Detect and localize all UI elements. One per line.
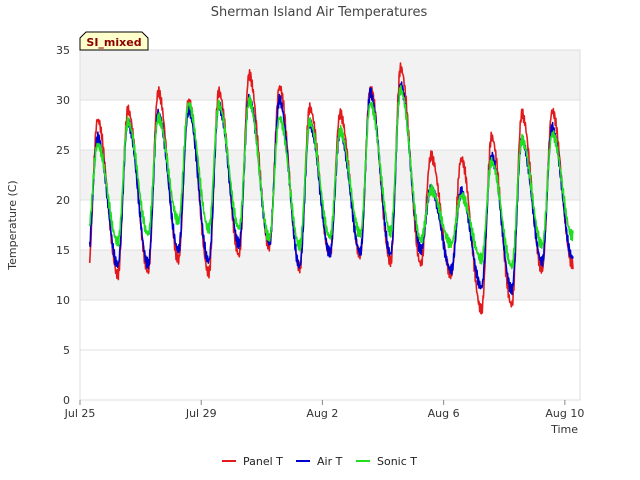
plot-border xyxy=(79,49,581,401)
y-tick-label-10: 10 xyxy=(56,294,70,307)
chart-title: Sherman Island Air Temperatures xyxy=(211,5,428,20)
legend-label-panel-t: Panel T xyxy=(243,455,283,468)
badge-shape xyxy=(79,31,149,51)
band-2 xyxy=(80,50,580,100)
series-layer xyxy=(88,62,574,315)
plot-area xyxy=(80,50,580,400)
y-tick-label-35: 35 xyxy=(56,44,70,57)
y-tick-label-30: 30 xyxy=(56,94,70,107)
x-tick-label-3: Aug 6 xyxy=(428,407,460,420)
y-tick-label-15: 15 xyxy=(56,244,70,257)
x-tick-label-2: Aug 2 xyxy=(306,407,338,420)
legend: Panel T Air T Sonic T xyxy=(222,455,417,468)
series-line-air-t xyxy=(88,81,574,296)
site-badge: SI_mixed xyxy=(79,31,149,51)
series-line-sonic-t xyxy=(88,84,574,270)
y-tick-label-25: 25 xyxy=(56,144,70,157)
x-axis: Jul 25 Jul 29 Aug 2 Aug 6 Aug 10 xyxy=(64,400,584,420)
x-tick-label-1: Jul 29 xyxy=(185,407,217,420)
y-tick-label-20: 20 xyxy=(56,194,70,207)
y-tick-label-0: 0 xyxy=(63,394,70,407)
band-0 xyxy=(80,250,580,300)
x-axis-title: Time xyxy=(550,423,578,436)
y-tick-label-5: 5 xyxy=(63,344,70,357)
x-tick-label-0: Jul 25 xyxy=(64,407,96,420)
y-axis-title: Temperature (C) xyxy=(6,180,19,270)
legend-label-sonic-t: Sonic T xyxy=(377,455,417,468)
x-tick-label-4: Aug 10 xyxy=(545,407,584,420)
y-axis: 0 5 10 15 20 25 30 35 xyxy=(56,44,70,407)
legend-label-air-t: Air T xyxy=(317,455,343,468)
badge-label: SI_mixed xyxy=(86,36,141,49)
